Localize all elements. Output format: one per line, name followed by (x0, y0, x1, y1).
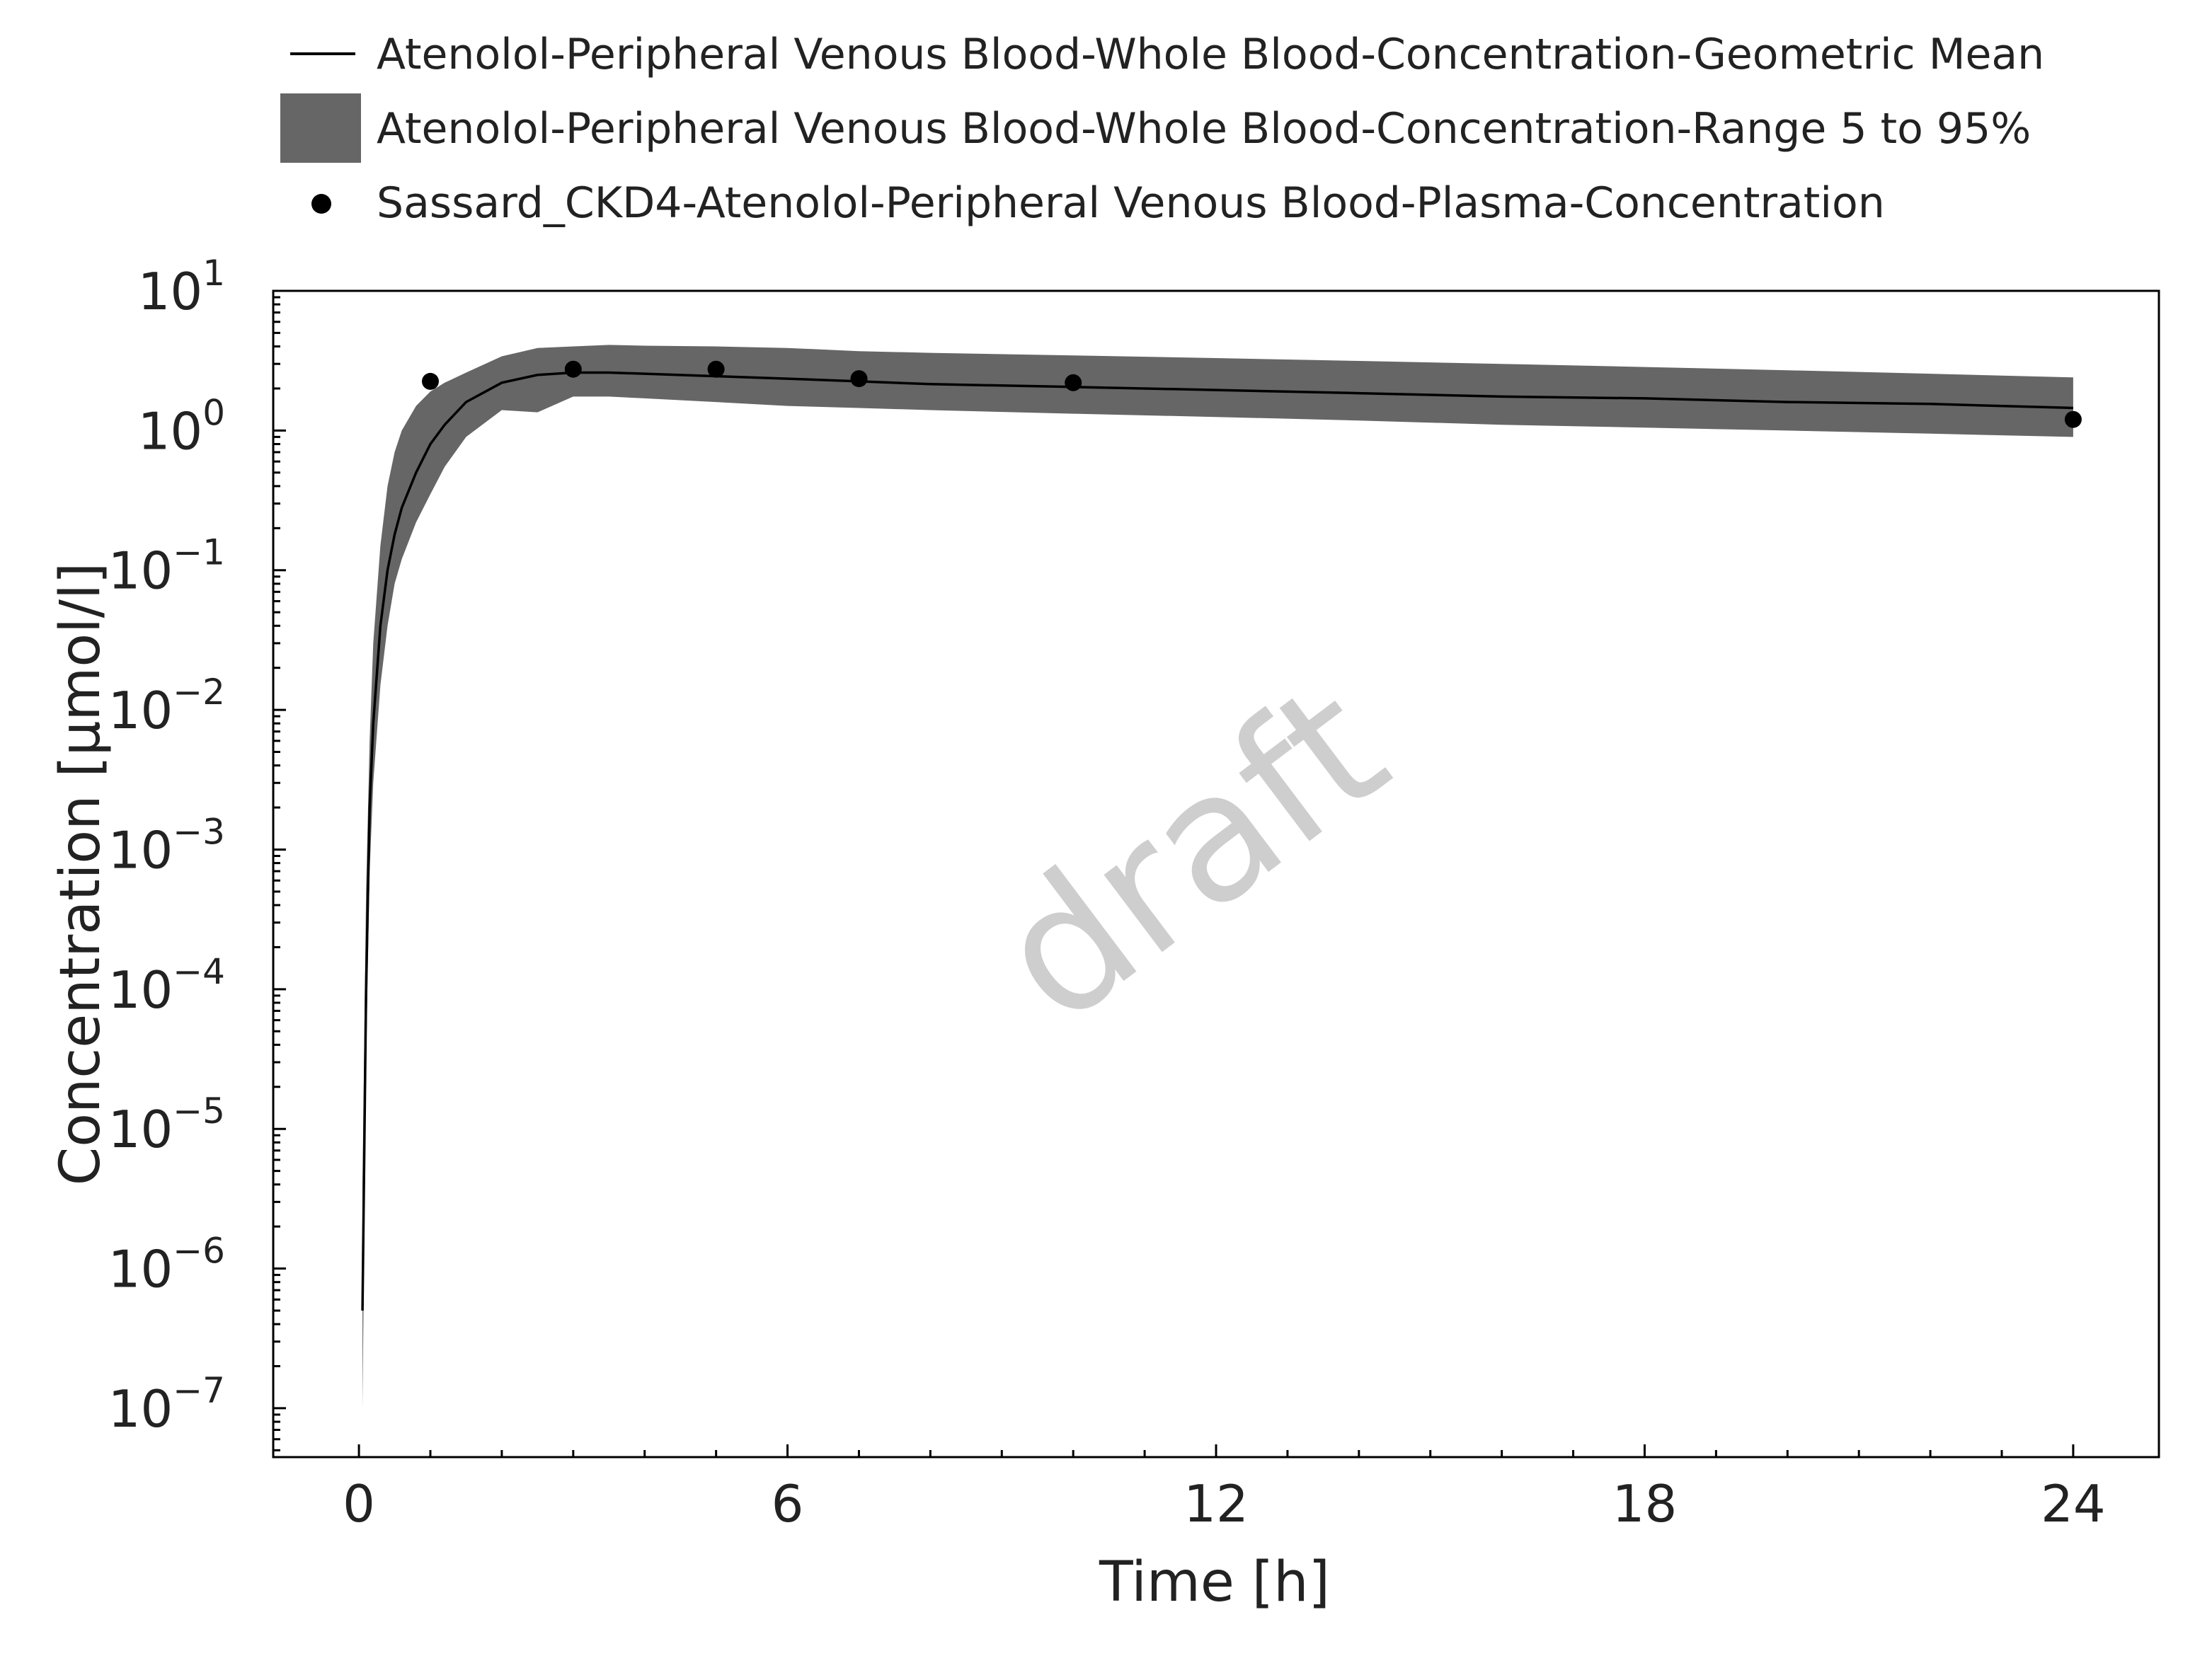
x-axis-title: Time [h] (1099, 1551, 1330, 1614)
observed-point (707, 360, 725, 378)
observed-point (850, 370, 868, 388)
observed-point (564, 360, 582, 378)
x-tick-label: 6 (772, 1474, 804, 1534)
y-tick-label: 10−6 (108, 1231, 225, 1299)
x-tick-label: 18 (1612, 1474, 1678, 1534)
observed-point (2064, 410, 2082, 428)
observed-point (1065, 374, 1082, 391)
x-tick-label: 12 (1184, 1474, 1249, 1534)
y-tick-label: 10−4 (108, 951, 225, 1020)
legend-marker-swatch (311, 194, 331, 214)
y-axis-title: Concentration [µmol/l] (49, 563, 113, 1185)
y-tick-label: 101 (138, 253, 225, 321)
legend-band-swatch (280, 93, 361, 163)
y-tick-label: 100 (138, 392, 225, 461)
x-tick-label: 24 (2041, 1474, 2106, 1534)
y-tick-label: 10−5 (108, 1091, 225, 1159)
legend-label-mean: Atenolol-Peripheral Venous Blood-Whole B… (377, 30, 2044, 79)
watermark-text: draft (961, 644, 1421, 1062)
observed-point (422, 372, 439, 390)
data-layer (361, 345, 2082, 1408)
y-tick-label: 10−2 (108, 672, 225, 740)
y-tick-label: 10−1 (108, 532, 225, 601)
y-tick-label: 10−7 (108, 1370, 225, 1439)
legend-label-range: Atenolol-Peripheral Venous Blood-Whole B… (377, 104, 2031, 154)
y-tick-label: 10−3 (108, 811, 225, 880)
x-tick-label: 0 (343, 1474, 375, 1534)
legend: Atenolol-Peripheral Venous Blood-Whole B… (280, 30, 2044, 228)
y-axis: 101 100 10−1 10−2 10−3 10−4 10−5 10−6 10−7 (108, 253, 286, 1451)
legend-label-observed: Sassard_CKD4-Atenolol-Peripheral Venous … (377, 178, 1885, 228)
x-axis: 0 6 12 18 24 (343, 1444, 2106, 1534)
